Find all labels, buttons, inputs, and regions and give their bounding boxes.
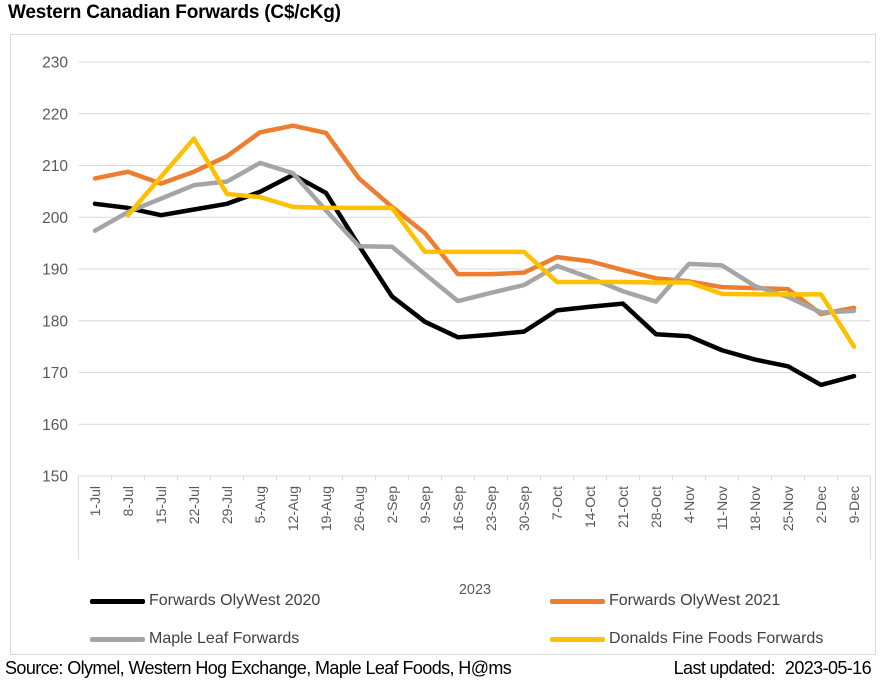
x-tick-label: 8-Jul — [120, 486, 136, 516]
x-tick-label: 2-Sep — [384, 486, 400, 524]
x-tick-label: 16-Sep — [450, 486, 466, 531]
x-tick-label: 29-Jul — [219, 486, 235, 524]
chart-footer: Source: Olymel, Western Hog Exchange, Ma… — [0, 658, 881, 688]
legend-item-forwards-olywest-2020: Forwards OlyWest 2020 — [90, 592, 320, 610]
legend-item-donalds-fine-foods-forwards: Donalds Fine Foods Forwards — [550, 630, 823, 648]
x-tick-label: 18-Nov — [747, 486, 763, 531]
x-tick-label: 23-Sep — [483, 486, 499, 531]
x-tick-label: 9-Sep — [417, 486, 433, 524]
chart-frame: 150 160 170 180 190 200 210 220 230 1-Jul 8-Jul 15-… — [10, 34, 876, 655]
y-tick-label: 160 — [42, 417, 68, 434]
x-axis-year-label: 2023 — [458, 582, 492, 598]
y-tick-label: 150 — [42, 469, 68, 486]
chart-plot-area: 150 160 170 180 190 200 210 220 230 1-Jul 8-Jul 15-… — [42, 55, 871, 559]
legend-swatch-orange-line — [550, 598, 605, 604]
last-updated-value: 2023-05-16 — [784, 658, 872, 678]
series-line-forwards-olywest-2021 — [92, 123, 857, 317]
x-tick-label: 14-Oct — [582, 486, 598, 528]
x-tick-label: 2-Dec — [813, 486, 829, 523]
series-line-donalds-fine-foods-forwards — [125, 136, 857, 349]
y-tick-label: 190 — [42, 262, 68, 279]
x-tick-label: 9-Dec — [846, 486, 862, 523]
legend-swatch-gray-line — [90, 636, 145, 642]
x-tick-label: 11-Nov — [714, 486, 730, 530]
x-tick-label: 26-Aug — [351, 486, 367, 531]
x-tick-label: 30-Sep — [516, 486, 532, 531]
x-tick-label: 4-Nov — [681, 486, 697, 523]
y-tick-label: 210 — [42, 158, 68, 175]
legend-item-maple-leaf-forwards: Maple Leaf Forwards — [90, 630, 299, 648]
x-tick-label: 7-Oct — [549, 486, 565, 520]
source-text: Source: Olymel, Western Hog Exchange, Ma… — [5, 658, 512, 678]
legend-label: Forwards OlyWest 2021 — [609, 592, 781, 609]
y-tick-label: 230 — [42, 55, 68, 72]
x-tick-label: 1-Jul — [87, 486, 103, 516]
x-tick-label: 21-Oct — [615, 486, 631, 528]
legend-item-forwards-olywest-2021: Forwards OlyWest 2021 — [550, 592, 780, 610]
chart-title: Western Canadian Forwards (C$/cKg) — [8, 2, 341, 23]
y-tick-label: 200 — [42, 210, 68, 227]
legend-label: Maple Leaf Forwards — [149, 630, 300, 647]
legend-swatch-black-line — [90, 598, 145, 604]
x-tick-label: 15-Jul — [153, 486, 169, 524]
x-tick-label: 22-Jul — [186, 486, 202, 524]
legend-label: Forwards OlyWest 2020 — [149, 592, 321, 609]
y-tick-label: 220 — [42, 106, 68, 123]
last-updated: Last updated: 2023-05-16 — [673, 658, 872, 679]
x-tick-label: 12-Aug — [285, 486, 301, 531]
legend-swatch-yellow-line — [550, 636, 605, 642]
series-line-maple-leaf-forwards — [92, 160, 857, 315]
legend-label: Donalds Fine Foods Forwards — [609, 630, 824, 647]
y-tick-label: 180 — [42, 313, 68, 330]
last-updated-label: Last updated: — [673, 658, 776, 678]
x-tick-label: 5-Aug — [252, 486, 268, 523]
y-tick-label: 170 — [42, 365, 68, 382]
series-line-forwards-olywest-2020 — [92, 172, 857, 388]
x-tick-label: 25-Nov — [780, 486, 796, 531]
x-tick-label: 19-Aug — [318, 486, 334, 531]
x-tick-label: 28-Oct — [648, 486, 664, 528]
